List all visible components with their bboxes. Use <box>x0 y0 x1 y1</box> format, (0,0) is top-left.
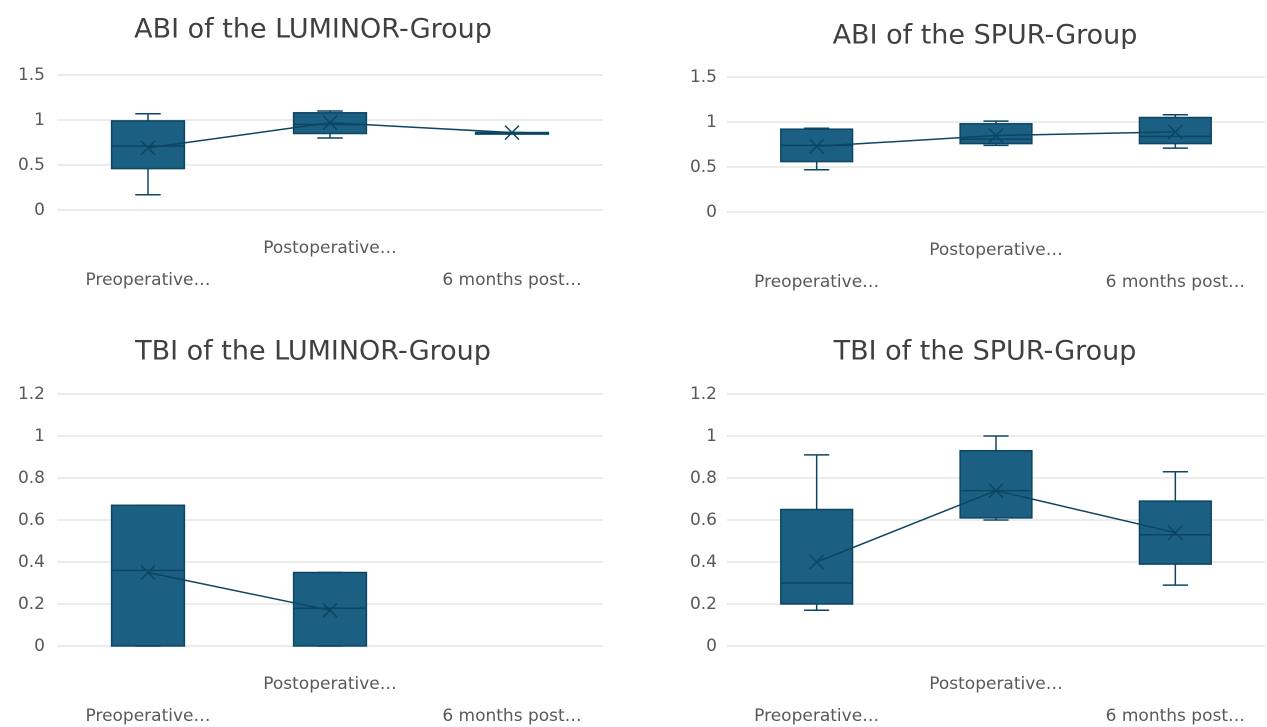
y-tick-label: 1 <box>34 110 45 130</box>
y-tick-label: 0.5 <box>690 157 717 177</box>
y-tick-label: 0.5 <box>18 155 45 175</box>
y-tick-label: 1.2 <box>18 384 45 404</box>
box <box>110 504 186 647</box>
x-tick-label: Preoperative… <box>754 706 879 726</box>
x-tick-label: 6 months post… <box>1106 706 1245 726</box>
box <box>1138 116 1212 145</box>
chart-title: ABI of the LUMINOR-Group <box>134 14 492 45</box>
y-tick-label: 0.4 <box>690 552 717 572</box>
mean-line <box>816 489 1176 563</box>
y-tick-label: 0.4 <box>18 552 45 572</box>
mean-marker <box>504 125 520 141</box>
x-tick-label: 6 months post… <box>442 706 581 726</box>
x-tick-label: Preoperative… <box>86 270 211 290</box>
mean-line <box>816 131 1176 148</box>
x-tick-label: Postoperative… <box>263 674 397 694</box>
box <box>780 508 854 605</box>
y-tick-label: 0.2 <box>690 594 717 614</box>
x-tick-label: Postoperative… <box>263 238 397 258</box>
mean-line <box>147 571 331 612</box>
y-tick-label: 1.5 <box>690 67 717 87</box>
box <box>959 123 1033 145</box>
y-tick-label: 0.6 <box>18 510 45 530</box>
box <box>959 449 1033 519</box>
y-tick-label: 0 <box>34 636 45 656</box>
y-tick-label: 1.5 <box>18 65 45 85</box>
y-tick-label: 0.8 <box>690 468 717 488</box>
y-tick-label: 1.2 <box>690 384 717 404</box>
y-tick-label: 0 <box>706 202 717 222</box>
y-tick-label: 0.2 <box>18 594 45 614</box>
x-tick-label: Preoperative… <box>86 706 211 726</box>
x-tick-label: Postoperative… <box>929 674 1063 694</box>
x-tick-label: 6 months post… <box>442 270 581 290</box>
chart-title: TBI of the LUMINOR-Group <box>134 336 491 367</box>
chart-title: TBI of the SPUR-Group <box>833 336 1137 367</box>
mean-line <box>147 121 513 149</box>
y-tick-label: 1 <box>706 112 717 132</box>
x-tick-label: Preoperative… <box>754 272 879 292</box>
x-tick-label: Postoperative… <box>929 240 1063 260</box>
y-tick-label: 1 <box>706 426 717 446</box>
y-tick-label: 0 <box>34 200 45 220</box>
y-tick-label: 0.8 <box>18 468 45 488</box>
x-tick-label: 6 months post… <box>1106 272 1245 292</box>
y-tick-label: 0 <box>706 636 717 656</box>
y-tick-label: 1 <box>34 426 45 446</box>
y-tick-label: 0.6 <box>690 510 717 530</box>
chart-title: ABI of the SPUR-Group <box>833 20 1138 51</box>
